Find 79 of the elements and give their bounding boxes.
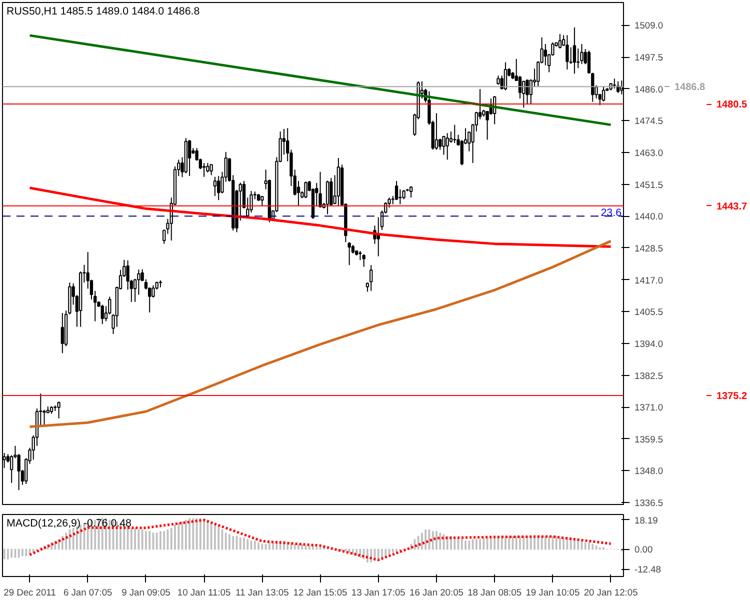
- candlestick: [17, 454, 20, 491]
- x-tick-label: 29 Dec 2011: [4, 588, 56, 598]
- candlestick: [526, 78, 529, 104]
- ref-line-label: 1486.8: [674, 82, 706, 94]
- candlestick: [210, 164, 213, 176]
- candlestick: [572, 26, 576, 74]
- ref-line-label: 1480.5: [716, 100, 748, 111]
- candlestick: [304, 181, 308, 199]
- candlestick: [206, 162, 210, 173]
- candlestick: [442, 135, 446, 156]
- candlestick: [558, 34, 562, 49]
- x-tick-label: 19 Jan 10:05: [526, 588, 580, 598]
- candlestick: [188, 140, 192, 177]
- candlestick: [42, 409, 46, 426]
- candlestick: [213, 176, 217, 196]
- candlestick: [100, 304, 104, 325]
- chart-title: RUS50,H1 1485.5 1489.0 1484.0 1486.8: [6, 6, 200, 18]
- x-tick-label: 6 Jan 07:05: [63, 588, 112, 598]
- candlestick: [318, 171, 322, 208]
- x-tick-label: 16 Jan 20:05: [410, 588, 464, 598]
- y-tick-label: 18.19: [634, 515, 658, 526]
- y-tick-label: 1474.5: [634, 116, 664, 126]
- candlestick: [504, 62, 508, 91]
- chart-title: MACD(12,26,9) -0.76 0.48: [6, 518, 132, 530]
- candlestick: [202, 162, 206, 178]
- y-tick-label: 1371.0: [634, 402, 664, 413]
- y-tick-label: 1509.0: [634, 20, 664, 31]
- candlestick: [370, 264, 373, 292]
- y-tick-label: 1463.0: [634, 148, 664, 158]
- y-tick-label: 1417.0: [634, 275, 664, 286]
- y-tick-label: 0.00: [634, 544, 653, 555]
- candlestick: [260, 196, 264, 206]
- candlestick: [580, 44, 584, 64]
- candlestick: [398, 188, 402, 205]
- y-tick-label: 1497.5: [634, 52, 664, 63]
- candlestick: [57, 401, 60, 419]
- line-series: [28, 240, 612, 428]
- candlestick: [453, 124, 456, 144]
- candlestick: [576, 48, 580, 69]
- candlestick: [250, 190, 253, 214]
- y-tick-label: 1382.5: [634, 370, 664, 381]
- ref-line-label: 1443.7: [716, 201, 748, 212]
- ref-line-label: 1375.2: [716, 390, 748, 402]
- candlestick: [446, 132, 449, 160]
- candlestick: [60, 312, 64, 354]
- candlestick: [326, 180, 330, 215]
- candlestick: [358, 250, 362, 261]
- annotation: 23.6: [600, 207, 622, 220]
- candlestick: [496, 75, 500, 86]
- candlestick: [348, 242, 351, 266]
- y-tick-label: 1405.5: [634, 307, 664, 318]
- x-tick-label: 12 Jan 15:05: [293, 588, 348, 598]
- x-tick-label: 11 Jan 13:05: [236, 588, 289, 598]
- y-tick-label: -12.48: [634, 564, 661, 575]
- x-tick-label: 18 Jan 08:05: [468, 588, 522, 598]
- candlestick: [438, 138, 442, 150]
- candlestick: [394, 180, 398, 201]
- y-tick-label: 1348.0: [634, 466, 664, 476]
- candlestick: [566, 34, 569, 70]
- y-tick-label: 1359.5: [634, 434, 664, 444]
- y-tick-label: 1428.5: [634, 243, 664, 254]
- candlestick: [612, 78, 616, 90]
- y-tick-label: 1394.0: [634, 338, 664, 349]
- x-tick-label: 9 Jan 09:05: [122, 588, 170, 598]
- x-tick-label: 13 Jan 17:05: [351, 588, 406, 598]
- y-tick-label: 1440.0: [634, 212, 664, 222]
- y-tick-label: 1451.5: [634, 180, 664, 190]
- candlestick: [518, 76, 522, 100]
- x-tick-label: 20 Jan 12:05: [584, 588, 638, 598]
- y-tick-label: 1486.0: [634, 84, 664, 94]
- y-tick-label: 1336.5: [634, 498, 664, 508]
- candlestick: [434, 112, 438, 150]
- candlestick: [362, 254, 366, 268]
- candlestick: [402, 190, 406, 200]
- candlestick: [602, 86, 606, 102]
- candlestick: [569, 46, 572, 64]
- candlestick: [216, 176, 220, 201]
- x-tick-label: 10 Jan 11:05: [177, 588, 231, 598]
- candlestick: [152, 284, 155, 298]
